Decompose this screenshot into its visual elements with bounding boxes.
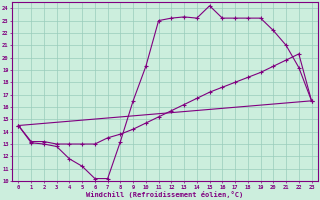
X-axis label: Windchill (Refroidissement éolien,°C): Windchill (Refroidissement éolien,°C) [86, 191, 244, 198]
